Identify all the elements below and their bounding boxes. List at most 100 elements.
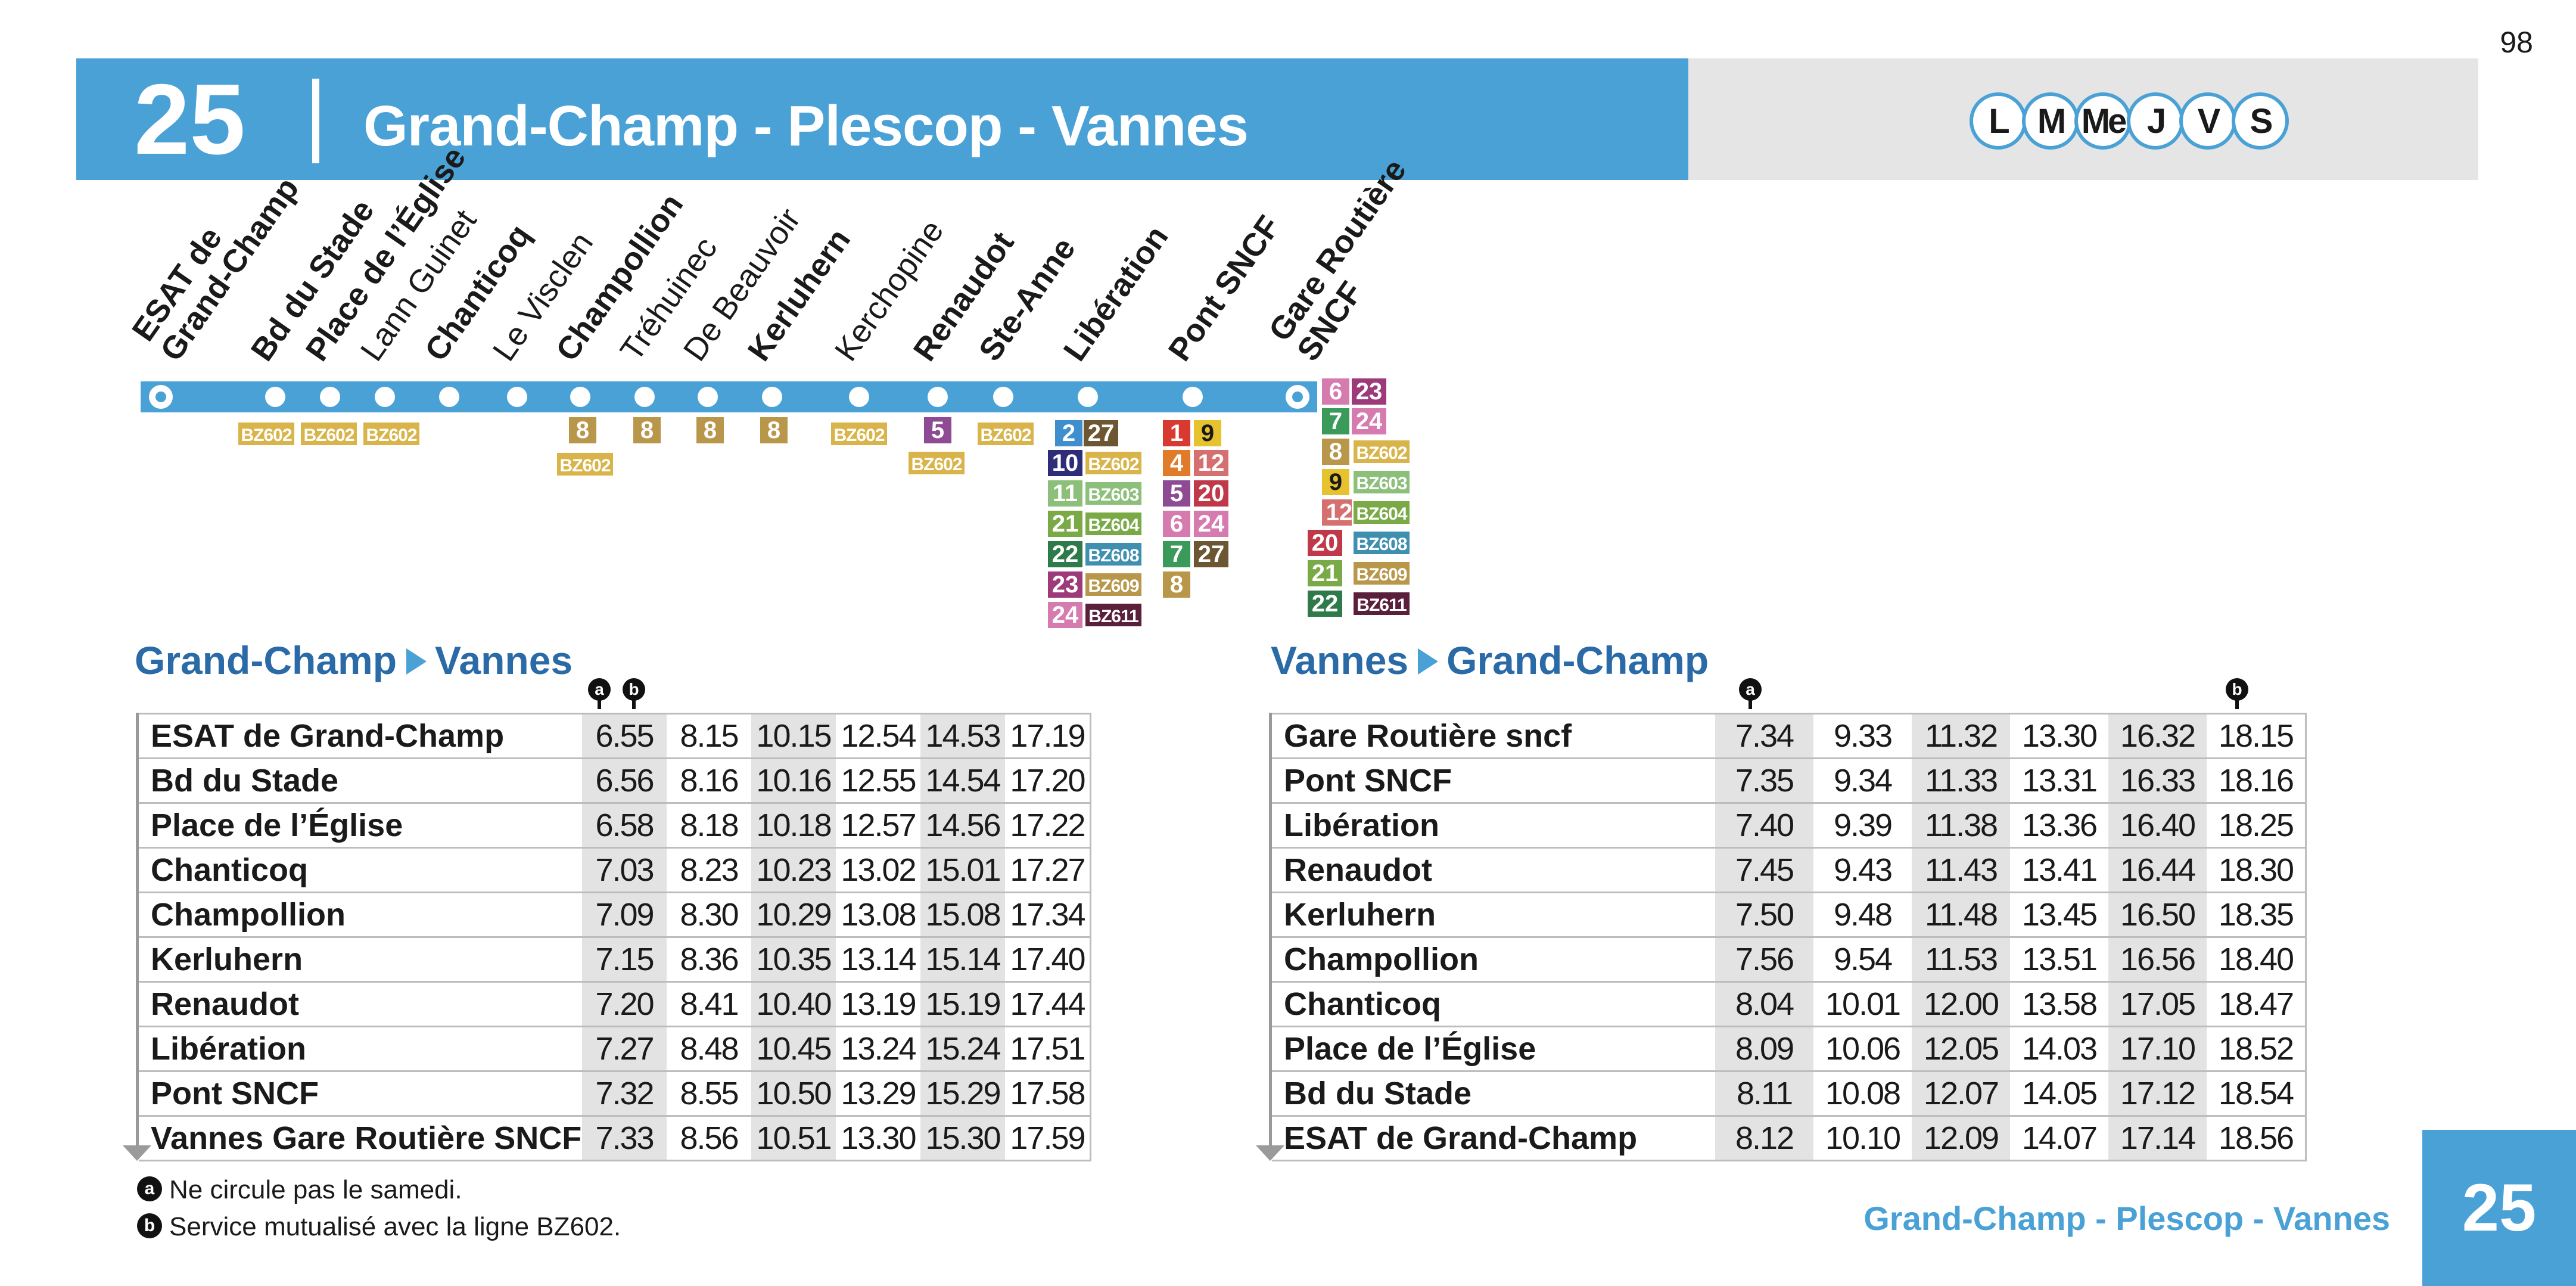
time-cell: 13.24 [836, 1026, 920, 1072]
stop-marker [634, 387, 655, 407]
time-cell: 17.05 [2108, 981, 2207, 1027]
time-cell: 15.19 [920, 981, 1005, 1027]
line-title: Grand-Champ - Plescop - Vannes [363, 94, 1249, 158]
timetable-rule [1269, 713, 1272, 1145]
time-cell: 12.07 [1912, 1071, 2010, 1117]
timetable-row: Kerluhern 7.15 8.36 10.35 13.14 15.14 17.40 [139, 937, 1091, 983]
connection-tag: 6 [1322, 378, 1349, 405]
day-badge: L [1970, 92, 2027, 150]
time-cell: 13.58 [2010, 981, 2108, 1027]
direction-arrow-icon [406, 648, 427, 675]
time-cell: 18.56 [2207, 1116, 2307, 1161]
connection-tag: 1 [1163, 420, 1190, 446]
time-cell: 7.03 [582, 847, 667, 893]
stop-marker [762, 387, 782, 407]
stop-name-cell: Renaudot [139, 981, 582, 1027]
connection-tag: 27 [1194, 541, 1228, 567]
time-cell: 15.08 [920, 892, 1005, 938]
connection-tag: BZ602 [237, 421, 296, 447]
stop-name-cell: Gare Routière sncf [1272, 713, 1715, 759]
stop-name-cell: Bd du Stade [1272, 1071, 1715, 1117]
connection-tag: BZ609 [1352, 560, 1411, 586]
connection-tag: 27 [1084, 420, 1118, 446]
time-cell: 17.14 [2108, 1116, 2207, 1161]
stop-name-cell: Vannes Gare Routière SNCF [139, 1116, 582, 1161]
timetable-row: Renaudot 7.45 9.43 11.43 13.41 16.44 18.30 [1272, 847, 2307, 893]
connection-tag: 24 [1352, 408, 1386, 434]
time-cell: 8.11 [1715, 1071, 1813, 1117]
time-cell: 17.19 [1005, 713, 1091, 759]
time-cell: 13.08 [836, 892, 920, 938]
time-cell: 8.12 [1715, 1116, 1813, 1161]
timetable-row: Libération 7.27 8.48 10.45 13.24 15.24 17.51 [139, 1026, 1091, 1072]
time-cell: 15.01 [920, 847, 1005, 893]
time-cell: 9.39 [1813, 803, 1912, 849]
connection-tag: 10 [1048, 450, 1082, 476]
stop-name-cell: Chanticoq [139, 847, 582, 893]
note-marker-label: a [1746, 680, 1755, 698]
time-cell: 18.52 [2207, 1026, 2307, 1072]
connection-tag: 21 [1048, 511, 1082, 537]
footer-line-title: Grand-Champ - Plescop - Vannes [1863, 1200, 2390, 1237]
time-cell: 6.56 [582, 758, 667, 804]
time-cell: 9.48 [1813, 892, 1912, 938]
note-marker-stem [598, 700, 601, 709]
stop-name-cell: Pont SNCF [1272, 758, 1715, 804]
time-cell: 8.30 [667, 892, 751, 938]
connection-tag: 23 [1352, 378, 1386, 405]
inbound-to: Grand-Champ [1446, 638, 1709, 682]
time-cell: 17.51 [1005, 1026, 1091, 1072]
timetable-row: Place de l’Église 6.58 8.18 10.18 12.57 14.56… [139, 803, 1091, 849]
time-cell: 14.05 [2010, 1071, 2108, 1117]
stop-name-cell: Libération [1272, 803, 1715, 849]
timetable-row: Renaudot 7.20 8.41 10.40 13.19 15.19 17.44 [139, 981, 1091, 1027]
time-cell: 10.40 [751, 981, 836, 1027]
time-cell: 18.47 [2207, 981, 2307, 1027]
time-cell: 17.44 [1005, 981, 1091, 1027]
time-cell: 13.30 [836, 1116, 920, 1161]
time-cell: 8.15 [667, 713, 751, 759]
stop-name-cell: ESAT de Grand-Champ [139, 713, 582, 759]
connection-tag: BZ604 [1352, 499, 1411, 526]
line-number: 25 [134, 63, 245, 175]
time-cell: 8.18 [667, 803, 751, 849]
footnote: a Ne circule pas le samedi. [137, 1175, 462, 1205]
outbound-timetable: ESAT de Grand-Champ 6.55 8.15 10.15 12.54 14.… [139, 713, 1091, 1161]
time-cell: 8.04 [1715, 981, 1813, 1027]
footer-line-number: 25 [2422, 1130, 2576, 1286]
timetable-row: Champollion 7.09 8.30 10.29 13.08 15.08 17.34 [139, 892, 1091, 938]
time-cell: 9.43 [1813, 847, 1912, 893]
time-cell: 10.08 [1813, 1071, 1912, 1117]
timetable-row: Gare Routière sncf 7.34 9.33 11.32 13.30 16.3… [1272, 713, 2307, 759]
time-cell: 13.41 [2010, 847, 2108, 893]
page-number: 98 [2500, 26, 2533, 59]
timetable-row: Libération 7.40 9.39 11.38 13.36 16.40 18.25 [1272, 803, 2307, 849]
stop-marker [149, 385, 173, 409]
stop-marker [375, 387, 395, 407]
header-band [76, 58, 1688, 180]
time-cell: 18.54 [2207, 1071, 2307, 1117]
time-cell: 17.20 [1005, 758, 1091, 804]
time-cell: 16.40 [2108, 803, 2207, 849]
timetable-rule [136, 713, 139, 1145]
connection-tag: 20 [1308, 530, 1342, 556]
time-cell: 13.29 [836, 1071, 920, 1117]
time-cell: 17.58 [1005, 1071, 1091, 1117]
day-badge: M [2022, 92, 2079, 150]
connection-tag: BZ602 [299, 421, 359, 447]
time-cell: 11.43 [1912, 847, 2010, 893]
timetable-row: Kerluhern 7.50 9.48 11.48 13.45 16.50 18.35 [1272, 892, 2307, 938]
header-divider [312, 79, 319, 163]
time-cell: 14.53 [920, 713, 1005, 759]
time-cell: 7.33 [582, 1116, 667, 1161]
time-cell: 18.15 [2207, 713, 2307, 759]
stop-marker [1183, 387, 1203, 407]
time-cell: 7.32 [582, 1071, 667, 1117]
connection-tag: 8 [696, 417, 724, 443]
time-cell: 12.54 [836, 713, 920, 759]
stop-marker [1286, 385, 1309, 409]
time-cell: 8.55 [667, 1071, 751, 1117]
note-marker-a: a [1739, 678, 1762, 709]
connection-tag: BZ602 [907, 450, 966, 476]
time-cell: 10.01 [1813, 981, 1912, 1027]
